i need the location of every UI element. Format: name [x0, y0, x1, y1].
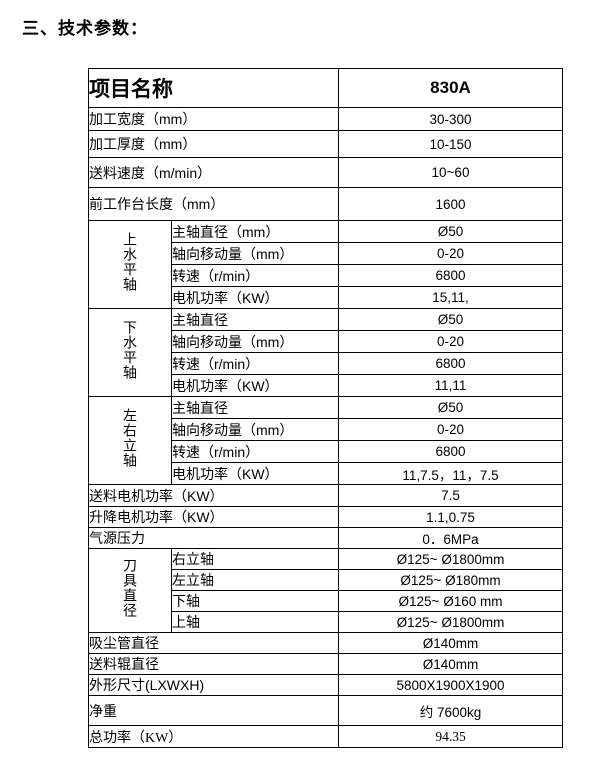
spec-label: 轴向移动量（mm）	[171, 330, 339, 353]
spec-row-feed-motor-power: 送料电机功率（KW） 7.5	[88, 484, 563, 507]
spec-value: 11,11	[338, 374, 563, 397]
spec-row: 轴向移动量（mm） 0-20	[89, 418, 563, 441]
spec-row-lift-motor-power: 升降电机功率（KW） 1.1,0.75	[88, 506, 563, 528]
spec-value: Ø140mm	[338, 632, 563, 654]
spec-label: 右立轴	[171, 548, 339, 570]
spec-value: 0．6MPa	[338, 527, 563, 549]
spec-label: 电机功率（KW）	[171, 462, 339, 485]
spec-label: 下轴	[171, 590, 339, 612]
spec-label: 主轴直径	[171, 308, 339, 331]
spec-value: Ø50	[338, 396, 563, 419]
vertical-group-label: 刀具直径	[122, 558, 139, 618]
spec-value: 94.35	[338, 725, 563, 748]
spec-label: 外形尺寸(LXWXH)	[88, 674, 339, 696]
vertical-group-label: 左右立轴	[122, 408, 139, 468]
group-label-upper-horizontal-spindle: 上水平轴	[88, 220, 172, 309]
specs-table: 项目名称 830A 加工宽度（mm） 30-300 加工厚度（mm） 10-15…	[88, 68, 563, 748]
spec-label: 前工作台长度（mm）	[88, 187, 339, 221]
spec-label: 电机功率（KW）	[171, 286, 339, 309]
spec-row-front-table-length: 前工作台长度（mm） 1600	[88, 187, 563, 221]
spec-value: 6800	[338, 352, 563, 375]
spec-label: 上轴	[171, 611, 339, 633]
header-item-name: 项目名称	[88, 68, 339, 108]
group-label-lower-horizontal-spindle: 下水平轴	[88, 308, 172, 397]
spec-value: Ø50	[338, 220, 563, 243]
spec-value: 0-20	[338, 330, 563, 353]
spec-value: 7.5	[338, 484, 563, 507]
spec-value: 6800	[338, 440, 563, 463]
spec-value: 0-20	[338, 242, 563, 265]
spec-value: 6800	[338, 264, 563, 287]
spec-value: Ø125~ Ø1800mm	[338, 611, 563, 633]
spec-value: Ø140mm	[338, 653, 563, 675]
header-row: 项目名称 830A	[88, 68, 563, 108]
spec-row: 刀具直径 右立轴 Ø125~ Ø1800mm	[88, 548, 563, 633]
spec-label: 左立轴	[171, 569, 339, 591]
spec-label: 轴向移动量（mm）	[171, 242, 339, 265]
spec-row: 转速（r/min） 6800	[89, 352, 563, 375]
header-model-830a: 830A	[338, 68, 563, 108]
spec-row-air-pressure: 气源压力 0．6MPa	[88, 527, 563, 549]
spec-label: 净重	[88, 695, 339, 726]
spec-row: 上水平轴 主轴直径（mm） Ø50	[88, 220, 563, 309]
spec-label: 总功率（KW）	[88, 725, 339, 748]
spec-label: 转速（r/min）	[171, 264, 339, 287]
spec-value: Ø50	[338, 308, 563, 331]
spec-value: 5800X1900X1900	[338, 674, 563, 696]
spec-row: 左立轴 Ø125~ Ø180mm	[89, 569, 563, 591]
spec-label: 加工宽度（mm）	[88, 107, 339, 131]
spec-value: 约 7600kg	[338, 695, 563, 726]
spec-row: 电机功率（KW） 15,11,	[89, 286, 563, 309]
spec-label: 送料速度（m/min）	[88, 157, 339, 188]
spec-value: 1600	[338, 187, 563, 221]
spec-row-net-weight: 净重 约 7600kg	[88, 695, 563, 726]
spec-row-working-width: 加工宽度（mm） 30-300	[88, 107, 563, 131]
spec-value: 30-300	[338, 107, 563, 131]
vertical-group-label: 上水平轴	[122, 232, 139, 292]
spec-value: 15,11,	[338, 286, 563, 309]
spec-value: Ø125~ Ø160 mm	[338, 590, 563, 612]
spec-label: 气源压力	[88, 527, 339, 549]
spec-label: 送料辊直径	[88, 653, 339, 675]
spec-label: 电机功率（KW）	[171, 374, 339, 397]
spec-value: 1.1,0.75	[338, 506, 563, 528]
spec-row: 转速（r/min） 6800	[89, 440, 563, 463]
spec-row: 左右立轴 主轴直径 Ø50	[88, 396, 563, 485]
spec-value: 11,7.5，11，7.5	[338, 462, 563, 485]
spec-row-dust-pipe-diameter: 吸尘管直径 Ø140mm	[88, 632, 563, 654]
vertical-group-label: 下水平轴	[122, 320, 139, 380]
spec-row-total-power: 总功率（KW） 94.35	[88, 725, 563, 748]
spec-label: 主轴直径	[171, 396, 339, 419]
spec-label: 升降电机功率（KW）	[88, 506, 339, 528]
spec-label: 送料电机功率（KW）	[88, 484, 339, 507]
spec-row-working-thickness: 加工厚度（mm） 10-150	[88, 130, 563, 158]
spec-row-feed-roller-diameter: 送料辊直径 Ø140mm	[88, 653, 563, 675]
spec-label: 转速（r/min）	[171, 352, 339, 375]
section-title: 三、技术参数：	[22, 19, 148, 38]
spec-value: 0-20	[338, 418, 563, 441]
spec-value: 10~60	[338, 157, 563, 188]
spec-label: 转速（r/min）	[171, 440, 339, 463]
spec-label: 加工厚度（mm）	[88, 130, 339, 158]
spec-row: 下水平轴 主轴直径 Ø50	[88, 308, 563, 397]
spec-value: Ø125~ Ø1800mm	[338, 548, 563, 570]
spec-row: 下轴 Ø125~ Ø160 mm	[89, 590, 563, 612]
spec-label: 轴向移动量（mm）	[171, 418, 339, 441]
spec-value: Ø125~ Ø180mm	[338, 569, 563, 591]
group-label-left-right-spindle: 左右立轴	[88, 396, 172, 485]
group-label-tool-diameter: 刀具直径	[88, 548, 172, 633]
spec-value: 10-150	[338, 130, 563, 158]
spec-row-feed-speed: 送料速度（m/min） 10~60	[88, 157, 563, 188]
spec-row-overall-dimensions: 外形尺寸(LXWXH) 5800X1900X1900	[88, 674, 563, 696]
spec-row: 电机功率（KW） 11,7.5，11，7.5	[89, 462, 563, 485]
spec-label: 吸尘管直径	[88, 632, 339, 654]
spec-label: 主轴直径（mm）	[171, 220, 339, 243]
